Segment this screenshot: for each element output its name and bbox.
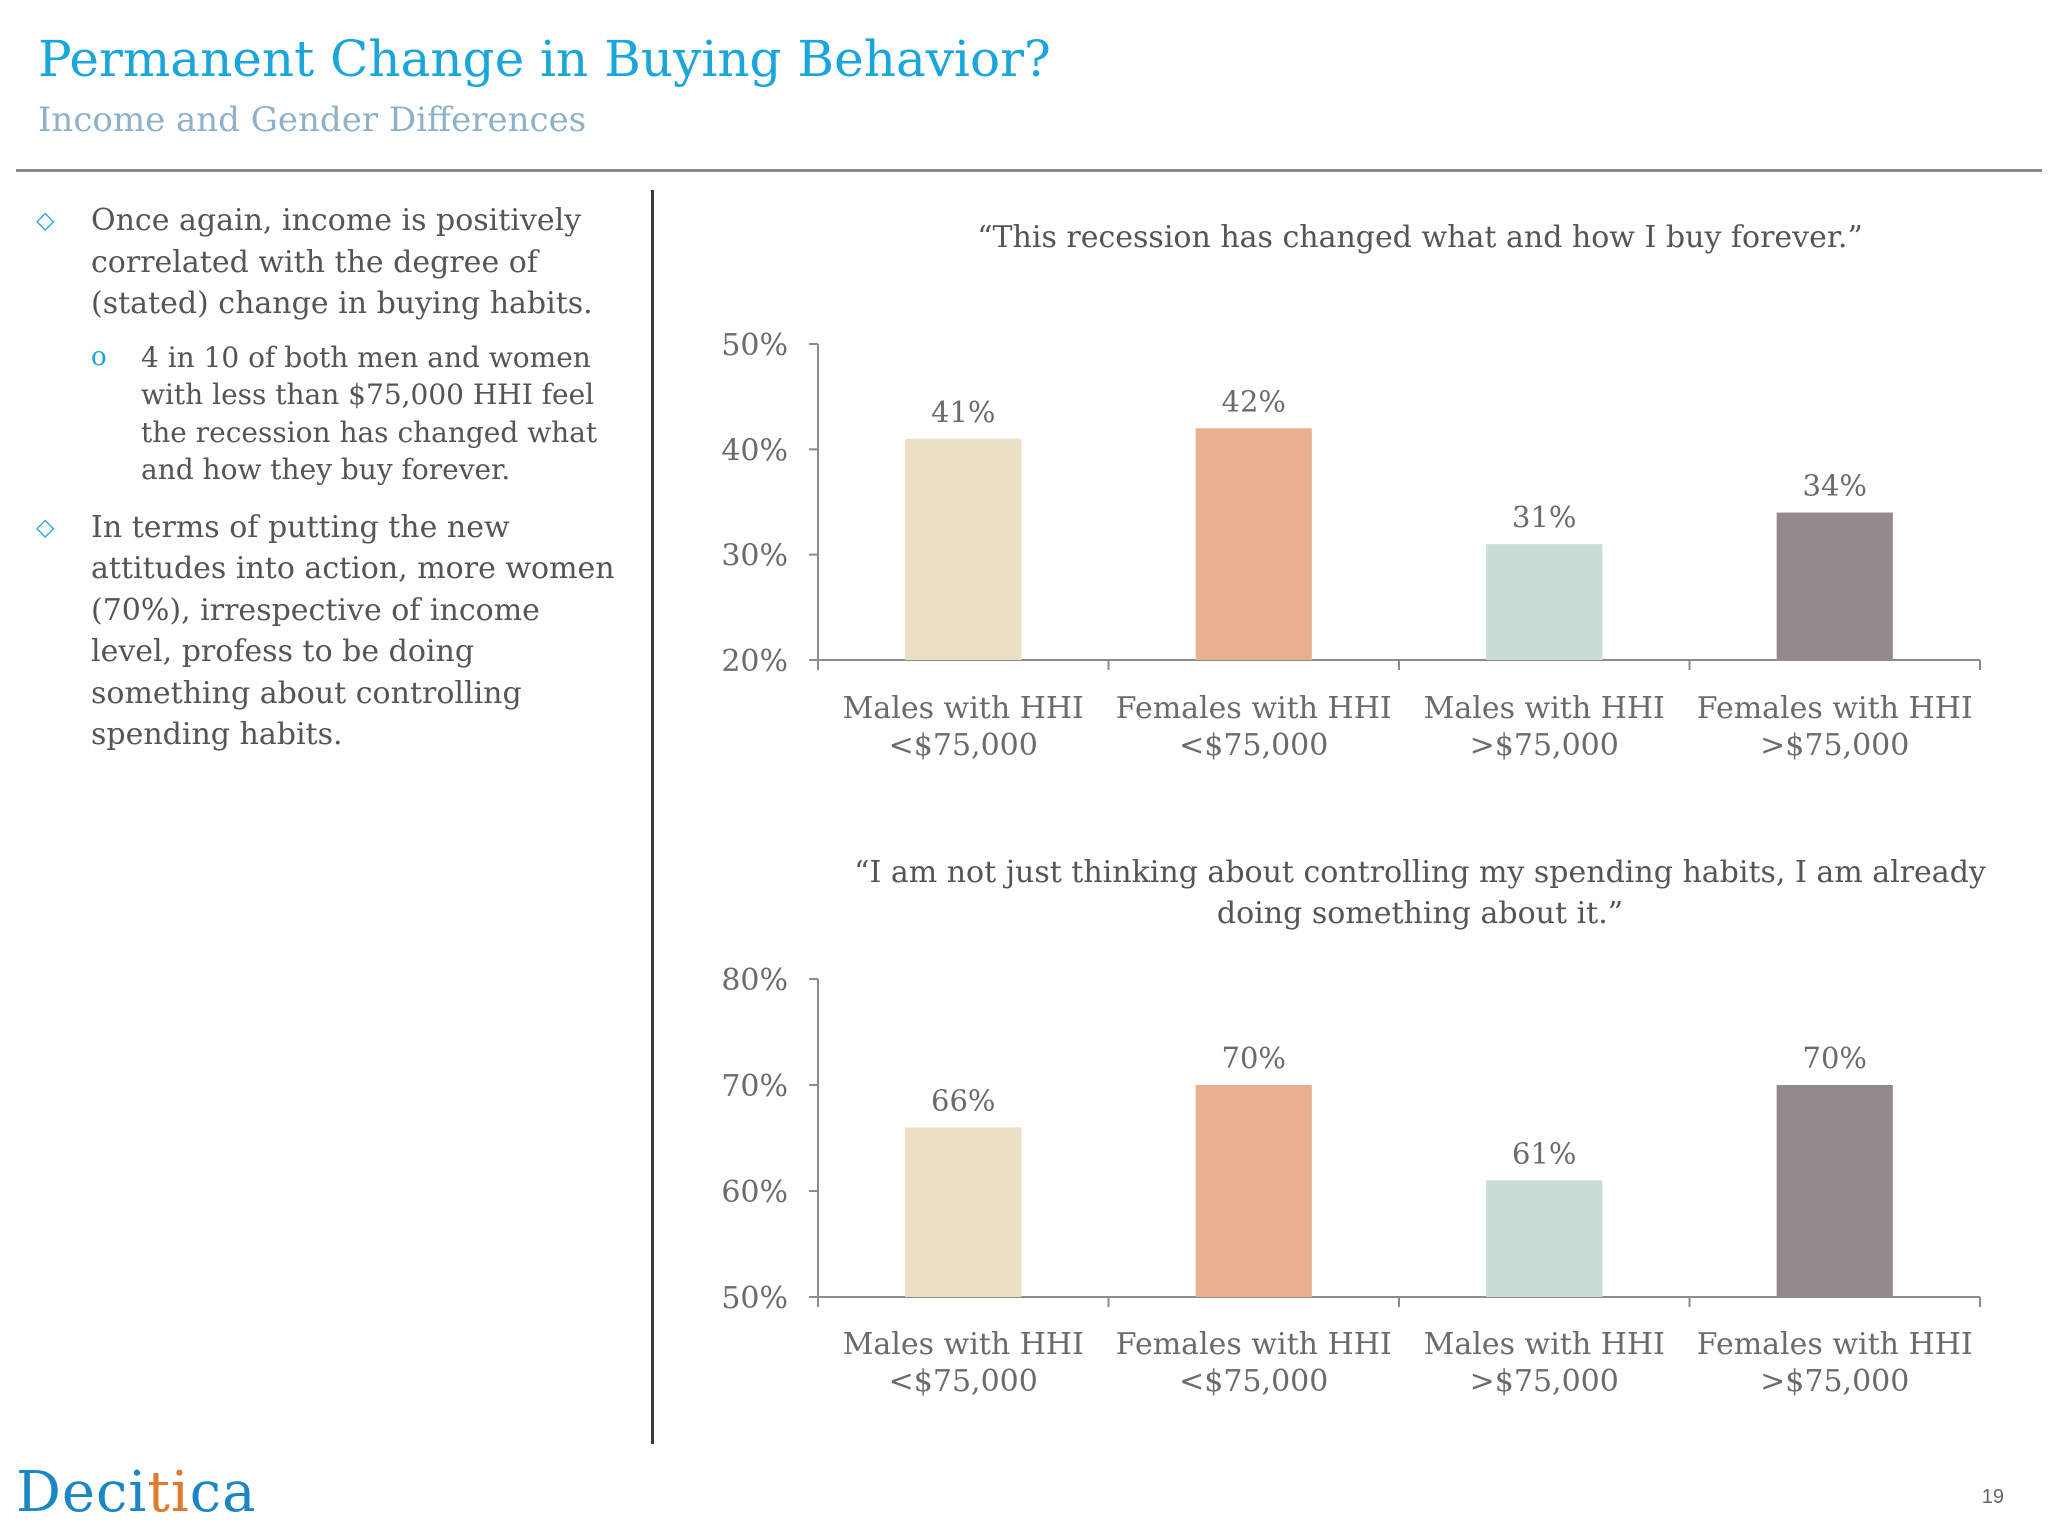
diamond-bullet-icon: ◇: [36, 512, 55, 541]
data-label: 42%: [1222, 384, 1286, 418]
data-label: 70%: [1803, 1041, 1867, 1075]
y-tick-label: 30%: [721, 539, 788, 574]
category-label: Females with HHI: [1697, 1327, 1973, 1362]
category-label: <$75,000: [1179, 1364, 1328, 1399]
data-label: 31%: [1512, 500, 1576, 534]
category-label: Males with HHI: [843, 691, 1084, 726]
bar: [905, 1127, 1022, 1297]
logo-text-part: ca: [189, 1460, 257, 1525]
page-number: 19: [1981, 1486, 2004, 1508]
decitica-logo: Decitica: [16, 1460, 256, 1525]
bullet-text: In terms of putting the new attitudes in…: [91, 509, 615, 753]
data-label: 41%: [931, 395, 995, 429]
y-tick-label: 40%: [721, 433, 788, 468]
header-divider: [16, 169, 2042, 172]
category-label: Females with HHI: [1116, 1327, 1392, 1362]
bar: [1486, 1180, 1603, 1297]
category-label: <$75,000: [1179, 728, 1328, 763]
bullet-list: ◇ Once again, income is positively corre…: [36, 200, 616, 766]
category-label: >$75,000: [1470, 728, 1619, 763]
bar: [1776, 1085, 1893, 1297]
y-tick-label: 80%: [721, 963, 788, 998]
category-label: Males with HHI: [1424, 691, 1665, 726]
logo-text-part: Deci: [16, 1460, 148, 1525]
category-label: >$75,000: [1470, 1364, 1619, 1399]
category-label: >$75,000: [1760, 728, 1909, 763]
bar: [1195, 428, 1312, 660]
sub-bullet-item: o 4 in 10 of both men and women with les…: [91, 339, 616, 489]
bar: [1486, 544, 1603, 660]
category-label: Males with HHI: [843, 1327, 1084, 1362]
page-title: Permanent Change in Buying Behavior?: [38, 30, 1051, 88]
bar: [1195, 1085, 1312, 1297]
bar: [905, 438, 1022, 660]
data-label: 70%: [1222, 1041, 1286, 1075]
bullet-text: Once again, income is positively correla…: [91, 203, 593, 321]
circle-bullet-icon: o: [91, 341, 107, 372]
category-label: Females with HHI: [1697, 691, 1973, 726]
bullet-item: ◇ Once again, income is positively corre…: [36, 200, 616, 325]
y-tick-label: 70%: [721, 1069, 788, 1104]
data-label: 61%: [1512, 1136, 1576, 1170]
category-label: Males with HHI: [1424, 1327, 1665, 1362]
logo-text-accent: ti: [147, 1460, 190, 1525]
data-label: 66%: [931, 1083, 995, 1117]
category-label: <$75,000: [889, 1364, 1038, 1399]
y-tick-label: 20%: [721, 644, 788, 679]
bar: [1776, 512, 1893, 660]
sub-bullet-text: 4 in 10 of both men and women with less …: [141, 340, 598, 487]
chart-2-title: “I am not just thinking about controllin…: [854, 855, 1986, 931]
y-tick-label: 50%: [721, 328, 788, 363]
y-tick-label: 50%: [721, 1281, 788, 1316]
diamond-bullet-icon: ◇: [36, 206, 55, 234]
data-label: 34%: [1803, 469, 1867, 503]
category-label: Females with HHI: [1116, 691, 1392, 726]
category-label: >$75,000: [1760, 1364, 1909, 1399]
category-label: <$75,000: [889, 728, 1038, 763]
bullet-item: ◇ In terms of putting the new attitudes …: [36, 507, 616, 756]
column-divider: [651, 190, 654, 1444]
page-subtitle: Income and Gender Differences: [38, 100, 587, 140]
chart-1-title: “This recession has changed what and how…: [977, 220, 1863, 255]
y-tick-label: 60%: [721, 1175, 788, 1210]
